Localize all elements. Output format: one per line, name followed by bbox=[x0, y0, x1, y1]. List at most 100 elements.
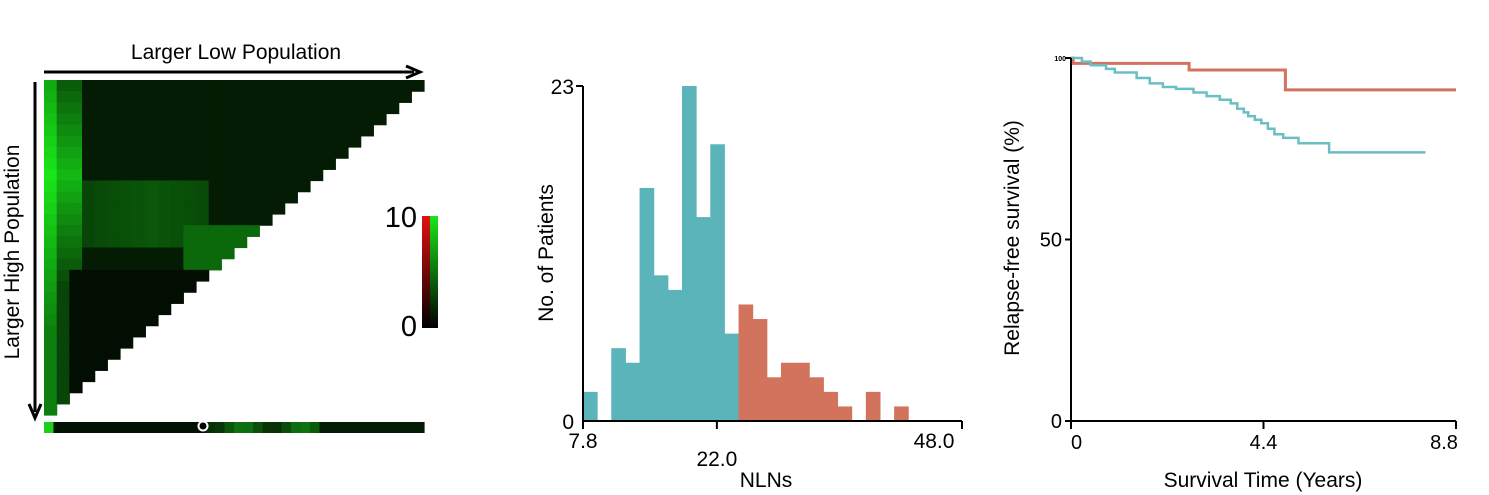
heatmap-cell bbox=[56, 247, 70, 260]
heatmap-cell bbox=[360, 124, 374, 137]
heatmap-cell bbox=[158, 292, 172, 304]
heatmap-cell bbox=[208, 80, 222, 92]
survival-x-tick-label: 8.8 bbox=[1430, 432, 1458, 454]
heatmap-cell bbox=[94, 258, 108, 271]
heatmap-cell bbox=[386, 102, 400, 115]
heatmap-cell bbox=[208, 236, 222, 249]
heatmap-cell bbox=[183, 225, 197, 237]
heatmap-cell bbox=[183, 102, 197, 115]
heatmap-cell bbox=[284, 158, 298, 170]
heatmap-cell bbox=[246, 169, 260, 182]
heatmap-cell bbox=[82, 314, 96, 327]
histogram-xlabel: NLNs bbox=[740, 469, 793, 492]
heatmap-cell bbox=[44, 124, 58, 137]
heatmap-cell bbox=[170, 236, 184, 249]
heatmap-cell bbox=[272, 80, 286, 92]
heatmap-cell bbox=[196, 202, 210, 215]
heatmap-cell bbox=[373, 80, 387, 92]
heatmap-cell bbox=[170, 214, 184, 226]
heatmap-cell bbox=[94, 336, 108, 349]
histogram-bar bbox=[894, 406, 909, 421]
heatmap-cell bbox=[234, 102, 248, 115]
histogram-x-tick-label: 48.0 bbox=[914, 430, 955, 453]
heatmap-cell bbox=[145, 236, 159, 249]
heatmap-cell bbox=[373, 102, 387, 115]
heatmap-cell bbox=[221, 169, 235, 182]
heatmap-cell bbox=[120, 158, 134, 170]
heatmap-cell bbox=[107, 180, 121, 193]
heatmap-cell bbox=[259, 124, 273, 137]
heatmap-cell bbox=[170, 169, 184, 182]
heatmap-cell bbox=[145, 102, 159, 115]
heatmap-cell bbox=[158, 102, 172, 115]
heatmap-cell bbox=[196, 180, 210, 193]
heatmap-cell bbox=[145, 135, 159, 148]
heatmap-cell bbox=[69, 381, 83, 394]
heatmap-cell bbox=[44, 292, 58, 304]
heatmap-cell bbox=[44, 314, 58, 327]
heatmap-cell bbox=[183, 80, 197, 92]
heatmap-cell bbox=[44, 258, 58, 271]
heatmap-cell bbox=[82, 180, 96, 193]
heatmap-cell bbox=[335, 135, 349, 148]
heatmap-cell bbox=[183, 269, 197, 282]
heatmap-cell bbox=[158, 91, 172, 103]
heatmap-cell bbox=[411, 80, 425, 92]
heatmap-cell bbox=[183, 158, 197, 170]
heatmap-cell bbox=[132, 80, 146, 92]
heatmap-cell bbox=[335, 124, 349, 137]
heatmap-cell bbox=[82, 247, 96, 260]
heatmap-cell bbox=[120, 91, 134, 103]
heatmap-cell bbox=[69, 269, 83, 282]
heatmap-cell bbox=[196, 269, 210, 282]
heatmap-cell bbox=[221, 113, 235, 126]
heatmap-cell bbox=[246, 214, 260, 226]
heatmap-cell bbox=[69, 214, 83, 226]
heatmap-cell bbox=[120, 258, 134, 271]
heatmap-cell bbox=[94, 91, 108, 103]
histogram-x-tick-label: 7.8 bbox=[568, 430, 597, 453]
heatmap-cell bbox=[107, 191, 121, 204]
heatmap-y-arrowhead bbox=[27, 403, 43, 422]
heatmap-cell bbox=[132, 191, 146, 204]
heatmap-cell bbox=[82, 124, 96, 137]
histogram-bar bbox=[752, 319, 768, 421]
heatmap-cell bbox=[259, 214, 273, 226]
heatmap-cell bbox=[94, 158, 108, 170]
heatmap-y-axis-label: Larger High Population bbox=[1, 145, 24, 360]
heatmap-cell bbox=[44, 392, 58, 405]
heatmap-cell bbox=[196, 236, 210, 249]
heatmap-cell bbox=[56, 281, 70, 293]
heatmap-cell bbox=[132, 102, 146, 115]
heatmap-bottom-bar bbox=[44, 422, 425, 433]
heatmap-cell bbox=[44, 214, 58, 226]
heatmap-cell bbox=[107, 80, 121, 92]
heatmap-cell bbox=[69, 314, 83, 327]
heatmap-cell bbox=[234, 236, 248, 249]
bottom-bar-cell bbox=[53, 422, 64, 433]
bottom-bar-cell bbox=[44, 422, 55, 433]
heatmap-cell bbox=[94, 214, 108, 226]
heatmap-cell bbox=[158, 202, 172, 215]
heatmap-cell bbox=[297, 80, 311, 92]
heatmap-cell bbox=[183, 258, 197, 271]
bottom-bar-cell bbox=[215, 422, 226, 433]
bottom-bar-cell bbox=[300, 422, 311, 433]
bottom-bar-cell bbox=[329, 422, 340, 433]
heatmap-cell bbox=[44, 348, 58, 360]
heatmap-cell bbox=[373, 91, 387, 103]
histogram-bar bbox=[611, 348, 626, 421]
heatmap-cell bbox=[107, 325, 121, 338]
heatmap-cell bbox=[145, 269, 159, 282]
heatmap-cell bbox=[82, 258, 96, 271]
heatmap-cell bbox=[158, 236, 172, 249]
bottom-bar-cell bbox=[348, 422, 359, 433]
heatmap-cell bbox=[132, 91, 146, 103]
heatmap-cell bbox=[44, 236, 58, 249]
heatmap-cell bbox=[44, 403, 58, 416]
heatmap-cell bbox=[107, 113, 121, 126]
bottom-bar-cell bbox=[386, 422, 397, 433]
heatmap-cell bbox=[82, 113, 96, 126]
heatmap-cell bbox=[272, 191, 286, 204]
